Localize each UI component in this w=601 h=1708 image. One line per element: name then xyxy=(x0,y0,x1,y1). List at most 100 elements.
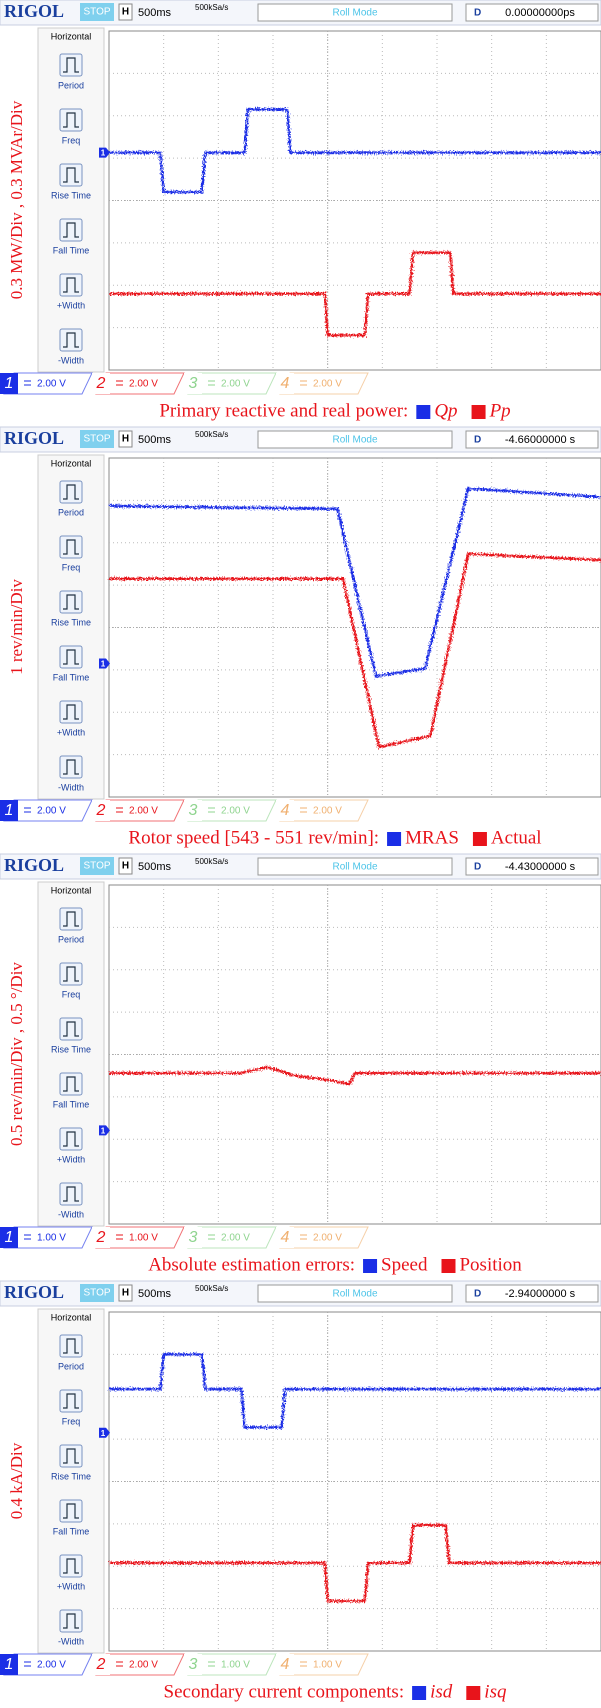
button-label: Fall Time xyxy=(53,672,90,682)
legend-swatch xyxy=(416,405,430,419)
page: RIGOL STOP H 500ms 500kSa/s Roll Mode D 0.00000… xyxy=(0,0,601,1708)
button-icon xyxy=(60,109,82,131)
sample-rate: 500kSa/s xyxy=(195,430,228,439)
button-label: -Width xyxy=(58,1636,84,1646)
delay: -2.94000000 s xyxy=(505,1288,576,1300)
legend-label: Pp xyxy=(489,400,511,421)
legend-swatch xyxy=(466,1686,480,1700)
button-icon xyxy=(60,481,82,503)
channel-number: 4 xyxy=(281,1229,290,1246)
button-label: Rise Time xyxy=(51,1471,91,1481)
channel-scale: 1.00 V xyxy=(37,1233,66,1244)
legend-swatch xyxy=(441,1259,455,1273)
delay: -4.43000000 s xyxy=(505,861,576,873)
channel-number: 2 xyxy=(96,375,106,392)
scope-panel: RIGOLSTOPH500ms500kSa/sRoll ModeD-4.4300… xyxy=(0,854,601,1275)
channel-number: 1 xyxy=(5,375,14,392)
brand: RIGOL xyxy=(4,1282,64,1302)
mode: Roll Mode xyxy=(332,1289,377,1300)
channel-scale: 1.00 V xyxy=(221,1660,250,1671)
button-icon xyxy=(60,1018,82,1040)
button-label: Period xyxy=(58,934,84,944)
button-icon xyxy=(60,1390,82,1412)
button-label: Fall Time xyxy=(53,1526,90,1536)
button-icon xyxy=(60,756,82,778)
channel-number: 2 xyxy=(96,1656,106,1673)
channel-scale: 1.00 V xyxy=(129,1233,158,1244)
button-icon xyxy=(60,1555,82,1577)
h-label: H xyxy=(122,861,129,872)
status: STOP xyxy=(83,1288,110,1299)
button-label: Fall Time xyxy=(53,245,90,255)
channel-marker-label: 1 xyxy=(101,1429,106,1438)
mode: Roll Mode xyxy=(332,435,377,446)
legend-label: MRAS xyxy=(405,827,459,848)
timebase: 500ms xyxy=(138,1288,172,1300)
button-label: Freq xyxy=(62,135,81,145)
button-label: Fall Time xyxy=(53,1099,90,1109)
sample-rate: 500kSa/s xyxy=(195,1284,228,1293)
legend-label: Actual xyxy=(491,827,542,848)
h-label: H xyxy=(122,434,129,445)
channel-scale: 2.00 V xyxy=(37,806,66,817)
d-label: D xyxy=(474,1289,481,1300)
sidebar-title: Horizontal xyxy=(51,1312,92,1322)
button-icon xyxy=(60,701,82,723)
status: STOP xyxy=(83,434,110,445)
mode: Roll Mode xyxy=(332,862,377,873)
button-label: +Width xyxy=(57,300,85,310)
delay: -4.66000000 s xyxy=(505,434,576,446)
button-icon xyxy=(60,591,82,613)
channel-scale: 2.00 V xyxy=(313,379,342,390)
channel-scale: 2.00 V xyxy=(129,1660,158,1671)
legend-swatch xyxy=(363,1259,377,1273)
channel-marker-label: 1 xyxy=(101,1126,106,1135)
button-label: -Width xyxy=(58,782,84,792)
sidebar-title: Horizontal xyxy=(51,885,92,895)
brand: RIGOL xyxy=(4,1,64,21)
button-icon xyxy=(60,1073,82,1095)
button-label: Freq xyxy=(62,989,81,999)
button-icon xyxy=(60,329,82,351)
channel-number: 1 xyxy=(5,1229,14,1246)
channel-scale: 2.00 V xyxy=(37,379,66,390)
channel-scale: 2.00 V xyxy=(313,806,342,817)
sidebar-title: Horizontal xyxy=(51,458,92,468)
channel-scale: 2.00 V xyxy=(129,379,158,390)
channel-marker-label: 1 xyxy=(101,660,106,669)
channel-number: 4 xyxy=(281,802,290,819)
button-icon xyxy=(60,54,82,76)
brand: RIGOL xyxy=(4,428,64,448)
status: STOP xyxy=(83,7,110,18)
button-icon xyxy=(60,219,82,241)
button-icon xyxy=(60,1335,82,1357)
channel-number: 3 xyxy=(189,802,198,819)
delay: 0.00000000ps xyxy=(505,7,575,19)
channel-scale: 2.00 V xyxy=(221,1233,250,1244)
button-icon xyxy=(60,1183,82,1205)
channel-number: 3 xyxy=(189,1229,198,1246)
timebase: 500ms xyxy=(138,7,172,19)
y-axis-label: 0.5 rev/min/Div , 0.5 °/Div xyxy=(7,962,26,1146)
button-label: Freq xyxy=(62,562,81,572)
legend-swatch xyxy=(412,1686,426,1700)
d-label: D xyxy=(474,862,481,873)
status: STOP xyxy=(83,861,110,872)
channel-scale: 2.00 V xyxy=(37,1660,66,1671)
channel-number: 2 xyxy=(96,802,106,819)
d-label: D xyxy=(474,8,481,19)
channel-scale: 1.00 V xyxy=(313,1660,342,1671)
mode: Roll Mode xyxy=(332,8,377,19)
button-icon xyxy=(60,164,82,186)
button-icon xyxy=(60,536,82,558)
sample-rate: 500kSa/s xyxy=(195,857,228,866)
button-label: +Width xyxy=(57,1581,85,1591)
button-label: Rise Time xyxy=(51,190,91,200)
channel-scale: 2.00 V xyxy=(313,1233,342,1244)
h-label: H xyxy=(122,1288,129,1299)
button-label: Period xyxy=(58,80,84,90)
y-axis-label: 0.4 kA/Div xyxy=(7,1442,26,1519)
timebase: 500ms xyxy=(138,434,172,446)
caption: Absolute estimation errors: xyxy=(148,1254,355,1275)
